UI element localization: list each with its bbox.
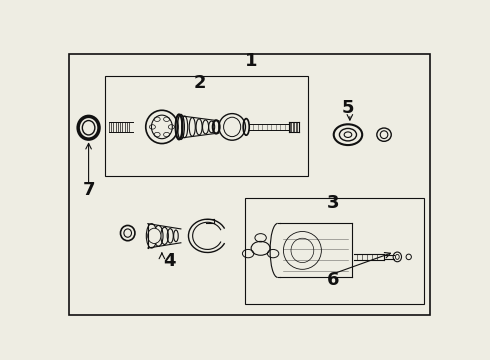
Text: 2: 2 (194, 75, 206, 93)
Ellipse shape (147, 228, 161, 243)
Ellipse shape (78, 116, 99, 139)
Ellipse shape (124, 229, 131, 237)
Ellipse shape (406, 254, 412, 260)
Ellipse shape (393, 252, 401, 262)
Bar (105, 76, 308, 176)
Ellipse shape (82, 121, 95, 135)
Ellipse shape (377, 128, 391, 141)
Text: 1: 1 (245, 52, 257, 70)
Text: 3: 3 (326, 194, 339, 212)
Ellipse shape (380, 131, 388, 139)
Bar (245, 198, 424, 304)
Text: 6: 6 (326, 271, 339, 289)
Text: 5: 5 (342, 99, 354, 117)
Ellipse shape (121, 225, 135, 241)
Ellipse shape (340, 129, 357, 141)
Ellipse shape (283, 231, 321, 269)
Ellipse shape (334, 124, 362, 145)
Text: 4: 4 (163, 252, 176, 270)
Text: 7: 7 (82, 181, 95, 199)
